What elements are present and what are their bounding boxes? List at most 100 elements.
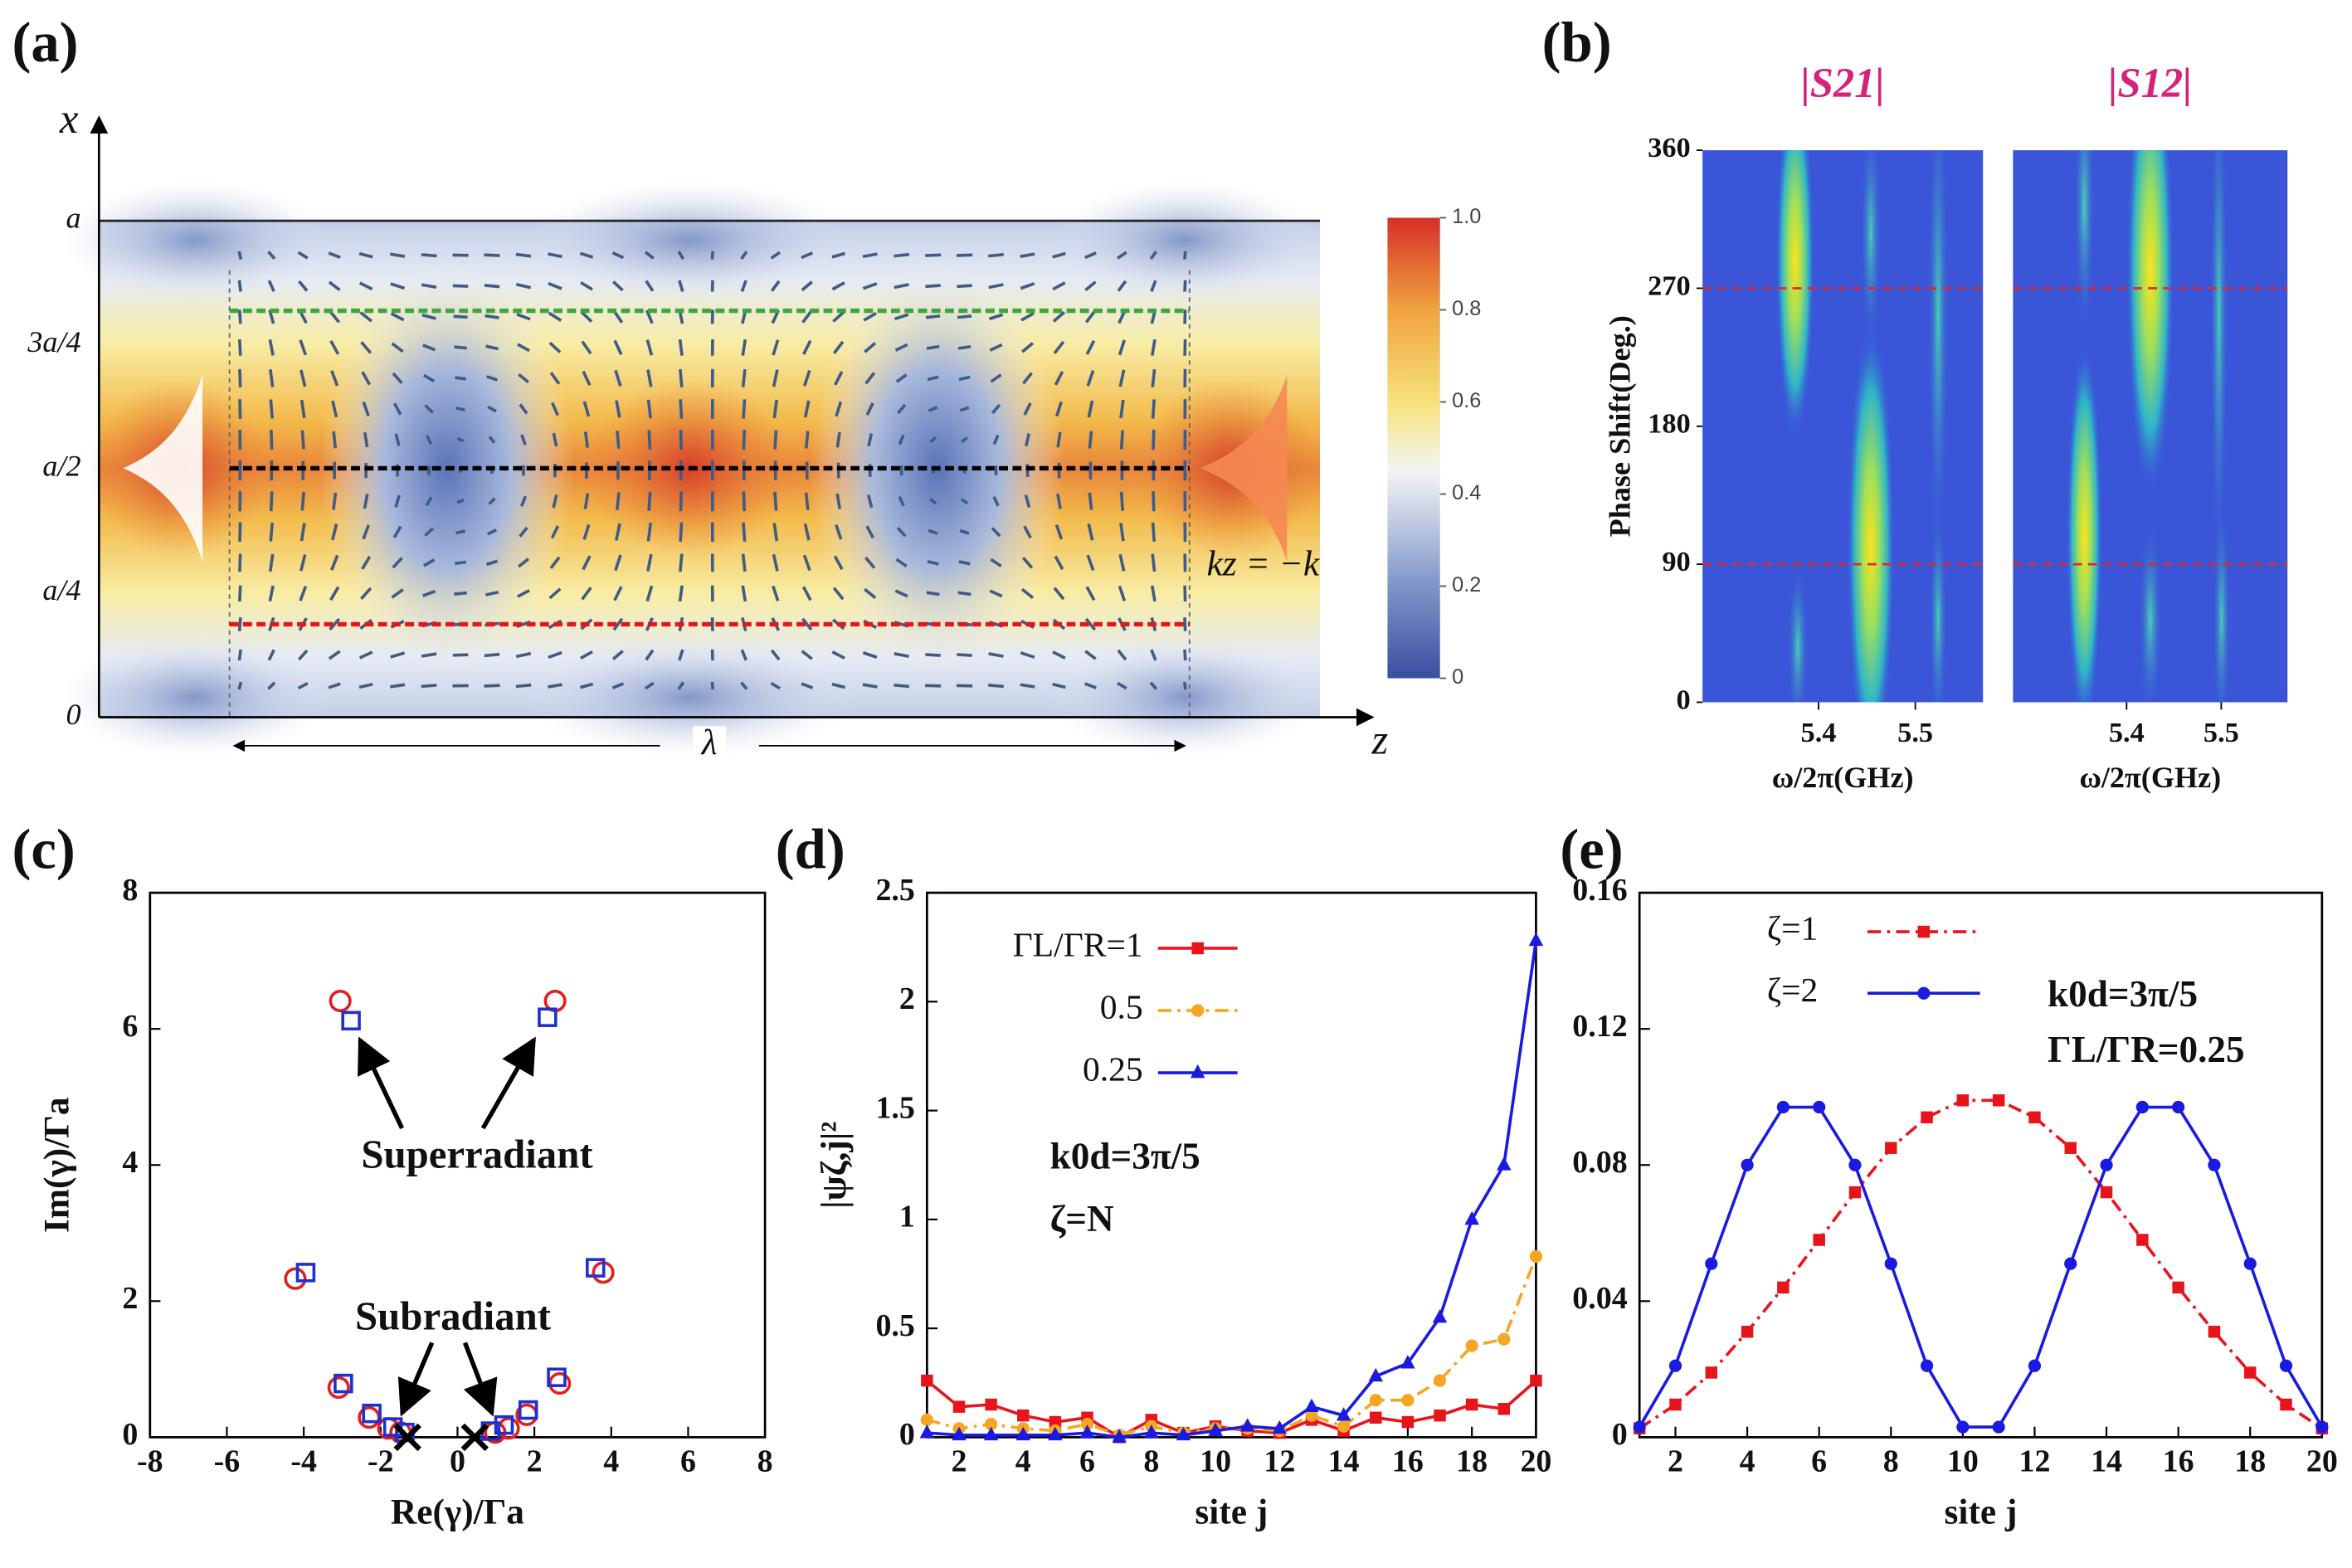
field-arrow — [895, 373, 908, 383]
field-arrow — [647, 491, 652, 511]
field-arrow — [959, 406, 970, 412]
field-arrow — [330, 554, 339, 571]
marker — [2100, 1186, 2113, 1199]
field-arrow — [1054, 555, 1064, 571]
field-arrow — [991, 403, 1001, 415]
field-arrow — [394, 494, 401, 508]
marker — [1497, 1403, 1511, 1415]
field-arrow — [391, 588, 404, 599]
field-arrow — [422, 589, 436, 597]
field-arrow — [299, 523, 306, 542]
field-arrow — [485, 559, 499, 567]
field-arrow — [740, 251, 748, 261]
marker — [1336, 1407, 1351, 1421]
field-arrow — [548, 281, 562, 290]
field-arrow — [925, 253, 942, 257]
marker — [1368, 1367, 1383, 1382]
field-arrow — [740, 280, 747, 292]
marker — [1633, 1420, 1646, 1434]
field-arrow — [582, 523, 591, 540]
field-arrow — [1183, 681, 1187, 690]
field-arrow — [1087, 400, 1094, 418]
y-tick-label: 90 — [1662, 546, 1690, 577]
field-shade — [60, 180, 330, 300]
field-arrow — [516, 313, 531, 321]
field-arrow — [484, 253, 500, 257]
field-arrow — [989, 589, 1003, 598]
field-arrow — [299, 399, 306, 419]
colorbar-label: 0.2 — [1452, 573, 1481, 597]
field-arrow — [1117, 251, 1127, 260]
field-arrow — [549, 556, 561, 570]
field-arrow — [361, 371, 372, 386]
field-arrow — [423, 373, 436, 383]
y-tick-label: a — [66, 201, 81, 234]
marker — [1208, 1422, 1223, 1436]
field-arrow — [988, 252, 1004, 258]
marker — [1529, 1249, 1543, 1264]
streak — [1775, 150, 1815, 441]
field-arrow — [646, 522, 653, 542]
marker — [1497, 1157, 1512, 1171]
x-tick-label: 8 — [1883, 1444, 1899, 1479]
field-arrow — [332, 431, 338, 449]
field-arrow — [616, 431, 621, 449]
x-tick-label: 20 — [1520, 1444, 1551, 1479]
field-arrow — [959, 528, 970, 535]
field-arrow — [644, 251, 655, 260]
field-shade — [1049, 637, 1321, 758]
field-arrow — [801, 586, 812, 601]
field-arrow — [455, 529, 465, 535]
streak — [2138, 514, 2163, 703]
field-arrow — [961, 436, 968, 444]
field-arrow — [679, 553, 684, 572]
field-arrow — [645, 649, 655, 661]
field-arrow — [1053, 340, 1065, 354]
field-arrow — [894, 589, 908, 598]
series-line — [1639, 1098, 2323, 1430]
field-arrow — [269, 522, 275, 542]
field-arrow — [1020, 683, 1035, 689]
field-arrow — [960, 498, 969, 505]
field-arrow — [551, 402, 559, 416]
arrow — [358, 1036, 405, 1130]
field-arrow — [1088, 431, 1093, 449]
field-arrow — [801, 682, 814, 689]
field-arrow — [1054, 524, 1064, 540]
field-arrow — [773, 491, 778, 511]
field-arrow — [611, 251, 625, 260]
marker — [1191, 1004, 1205, 1017]
x-tick-label: -2 — [368, 1444, 394, 1479]
field-arrow — [1119, 399, 1125, 419]
field-arrow — [925, 314, 941, 319]
x-tick-label: 14 — [2091, 1444, 2122, 1479]
field-arrow — [613, 586, 623, 601]
field-arrow — [992, 434, 1000, 446]
field-arrow — [1151, 338, 1157, 356]
field-arrow — [831, 281, 845, 291]
field-arrow — [331, 400, 338, 418]
field-arrow — [1052, 281, 1066, 291]
field-arrow — [894, 283, 909, 290]
marker — [1464, 1210, 1479, 1225]
field-arrow — [612, 280, 624, 292]
x-tick-label: 18 — [2234, 1444, 2266, 1479]
field-arrow — [710, 681, 714, 690]
streak — [2213, 499, 2231, 703]
field-arrow — [772, 369, 779, 387]
field-arrow — [741, 553, 747, 572]
x-tick-label: 2 — [527, 1444, 543, 1479]
field-arrow — [238, 368, 242, 387]
x-tick-label: 8 — [1143, 1444, 1159, 1479]
marker — [1272, 1419, 1288, 1434]
field-arrow — [1150, 280, 1157, 292]
field-arrow — [988, 283, 1004, 290]
field-arrow — [581, 587, 592, 601]
streak — [1929, 499, 1947, 703]
field-arrow — [679, 368, 684, 387]
heatmap — [1702, 150, 1984, 703]
y-tick-label: 4 — [122, 1145, 138, 1180]
field-arrow — [394, 433, 401, 446]
marker — [2243, 1257, 2257, 1270]
marker — [1465, 1398, 1478, 1411]
